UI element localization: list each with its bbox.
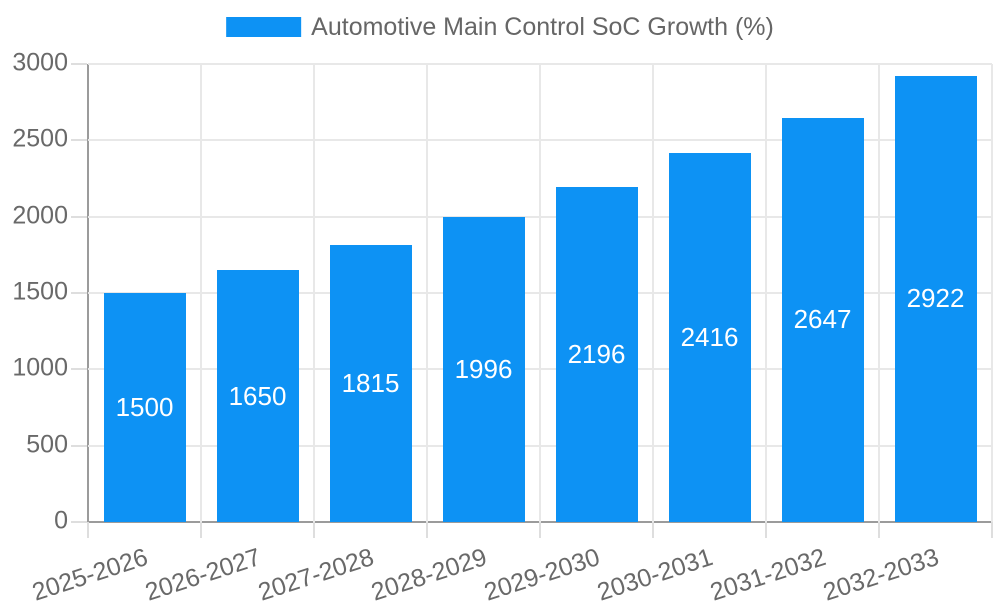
y-tick-mark bbox=[71, 521, 87, 523]
y-tick-label: 2500 bbox=[12, 124, 68, 153]
y-tick-label: 2000 bbox=[12, 200, 68, 229]
y-tick-mark bbox=[71, 292, 87, 294]
x-gridline bbox=[426, 64, 428, 522]
x-gridline bbox=[539, 64, 541, 522]
x-gridline bbox=[200, 64, 202, 522]
x-gridline bbox=[313, 64, 315, 522]
bar-value-label: 1815 bbox=[341, 367, 400, 398]
y-tick-label: 1500 bbox=[12, 277, 68, 306]
x-tick-mark bbox=[200, 522, 202, 538]
x-tick-mark bbox=[765, 522, 767, 538]
y-tick-label: 1000 bbox=[12, 353, 68, 382]
x-tick-label: 2029-2030 bbox=[480, 543, 604, 607]
x-tick-label: 2028-2029 bbox=[367, 543, 491, 607]
y-tick-mark bbox=[71, 215, 87, 218]
x-tick-label: 2032-2033 bbox=[819, 543, 943, 607]
bar-value-label: 2416 bbox=[680, 322, 739, 353]
bar[interactable]: 2922 bbox=[894, 75, 977, 522]
y-tick-mark bbox=[71, 368, 87, 371]
legend-label: Automotive Main Control SoC Growth (%) bbox=[311, 13, 774, 41]
y-tick-label: 3000 bbox=[12, 48, 68, 77]
chart-legend[interactable]: Automotive Main Control SoC Growth (%) bbox=[226, 12, 774, 42]
bar[interactable]: 1996 bbox=[442, 217, 525, 522]
bar-value-label: 2922 bbox=[906, 283, 965, 314]
bar[interactable]: 2647 bbox=[781, 117, 864, 522]
bar-value-label: 1650 bbox=[228, 380, 287, 411]
bar[interactable]: 2416 bbox=[668, 153, 751, 522]
bar-value-label: 1500 bbox=[115, 392, 174, 422]
bar-value-label: 1996 bbox=[454, 354, 513, 385]
x-tick-mark bbox=[87, 522, 89, 538]
x-tick-label: 2025-2026 bbox=[28, 543, 152, 607]
y-tick-mark bbox=[71, 63, 87, 65]
x-tick-mark bbox=[652, 522, 654, 538]
x-tick-label: 2027-2028 bbox=[254, 543, 378, 607]
bar[interactable]: 1815 bbox=[329, 244, 412, 522]
y-tick-label: 0 bbox=[54, 506, 68, 535]
y-tick-mark bbox=[71, 139, 87, 142]
x-tick-label: 2030-2031 bbox=[593, 543, 717, 607]
y-tick-label: 500 bbox=[26, 429, 68, 458]
x-gridline bbox=[652, 64, 654, 522]
y-tick-mark bbox=[71, 444, 87, 447]
x-tick-mark bbox=[991, 522, 993, 538]
plot-area: 0 500 1000 1500 2000 2500 3000 1500 1650 1815 1996… bbox=[12, 48, 993, 607]
x-tick-mark bbox=[313, 522, 315, 538]
bar-value-label: 2647 bbox=[793, 304, 852, 335]
bar-value-label: 2196 bbox=[567, 338, 626, 369]
x-gridline bbox=[878, 64, 880, 522]
y-axis-line bbox=[87, 64, 89, 524]
x-tick-label: 2031-2032 bbox=[706, 543, 830, 607]
x-tick-label: 2026-2027 bbox=[141, 543, 265, 607]
legend-swatch bbox=[226, 17, 302, 37]
x-tick-mark bbox=[539, 522, 541, 538]
bar[interactable]: 1650 bbox=[216, 270, 299, 522]
bar[interactable]: 1500 bbox=[103, 293, 186, 522]
bar[interactable]: 2196 bbox=[555, 186, 638, 522]
x-tick-mark bbox=[878, 522, 880, 538]
x-tick-mark bbox=[426, 522, 428, 538]
x-gridline bbox=[991, 64, 993, 522]
x-gridline bbox=[765, 64, 767, 522]
